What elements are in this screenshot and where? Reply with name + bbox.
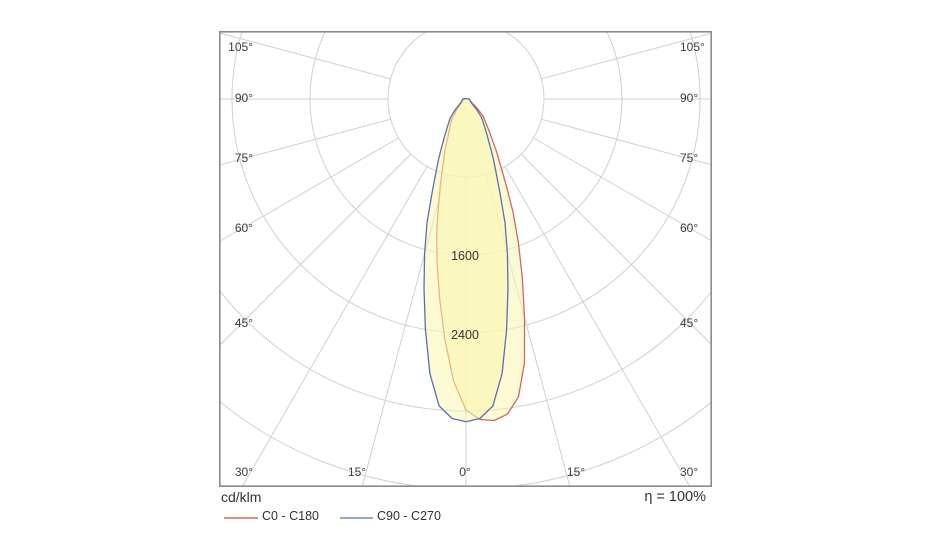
polar-chart-canvas [219, 31, 712, 487]
legend-label-c0-c180: C0 - C180 [262, 509, 319, 523]
angle-label-right-105: 105° [680, 40, 705, 54]
legend-label-c90-c270: C90 - C270 [377, 509, 441, 523]
angle-label-left-105: 105° [228, 40, 253, 54]
radial-value-label-2400: 2400 [451, 328, 479, 342]
angle-label-left-75: 75° [234, 151, 253, 165]
angle-label-right-75: 75° [680, 151, 699, 165]
angle-label-left-30: 30° [234, 465, 253, 479]
angle-label-bottom-0: 0° [459, 465, 471, 479]
efficiency-label: η = 100% [644, 489, 706, 505]
legend-line-c90-c270-icon [340, 517, 373, 519]
unit-label: cd/klm [221, 489, 262, 505]
polar-plot-area: 105° 90° 75° 60° 45° 30° 105° 90° 75° 60… [219, 31, 712, 487]
radial-value-label-1600: 1600 [451, 249, 479, 263]
angle-label-right-30: 30° [680, 465, 699, 479]
angle-label-left-90: 90° [234, 91, 253, 105]
angle-label-bottom-15R: 15° [566, 465, 586, 479]
angle-label-left-45: 45° [234, 316, 253, 330]
angle-label-right-90: 90° [680, 91, 699, 105]
angle-label-right-45: 45° [680, 316, 699, 330]
angle-label-left-60: 60° [234, 221, 253, 235]
angle-label-right-60: 60° [680, 221, 699, 235]
legend-line-c0-c180-icon [224, 517, 258, 519]
angle-label-bottom-15L: 15° [347, 465, 367, 479]
